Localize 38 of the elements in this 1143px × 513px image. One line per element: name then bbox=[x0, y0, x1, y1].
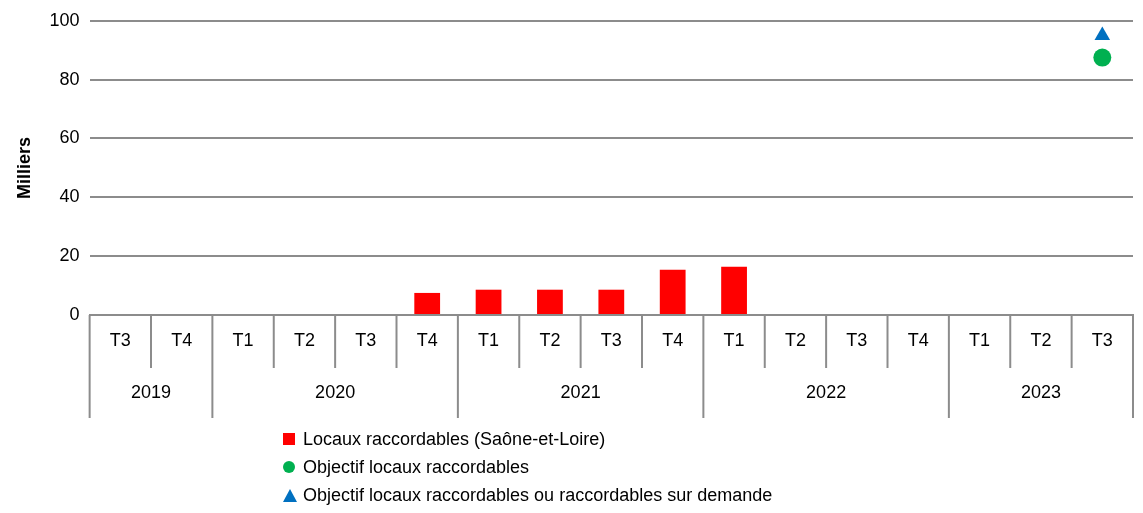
y-tick-label: 20 bbox=[59, 245, 80, 266]
legend-label: Locaux raccordables (Saône-et-Loire) bbox=[303, 428, 606, 450]
x-tick-label: T2 bbox=[293, 330, 315, 351]
x-tick-label: T3 bbox=[355, 330, 377, 351]
x-tick-label: T3 bbox=[109, 330, 131, 351]
bar bbox=[475, 289, 502, 314]
x-tick-label: T2 bbox=[784, 330, 806, 351]
legend-label: Objectif locaux raccordables bbox=[303, 456, 530, 478]
y-tick-label: 0 bbox=[69, 303, 80, 324]
legend-label: Objectif locaux raccordables ou raccordables sur demande bbox=[303, 484, 773, 506]
text: 2019 bbox=[130, 381, 172, 402]
x-tick-label: T3 bbox=[1091, 330, 1113, 351]
x-tick-label: T1 bbox=[969, 330, 991, 351]
bar bbox=[537, 289, 563, 314]
y-tick-label: 60 bbox=[59, 127, 80, 148]
x-tick-label: T3 bbox=[600, 330, 622, 351]
bar bbox=[414, 292, 441, 314]
text: 2023 bbox=[1020, 381, 1061, 402]
x-tick-label: T4 bbox=[662, 330, 684, 351]
y-tick-label: 80 bbox=[59, 68, 80, 89]
x-tick-label: T4 bbox=[907, 330, 929, 351]
text: 2020 bbox=[315, 381, 356, 402]
y-tick-label: 100 bbox=[49, 9, 80, 30]
x-tick-label: T1 bbox=[723, 330, 745, 351]
x-tick-label: T2 bbox=[1030, 330, 1052, 351]
bar bbox=[659, 269, 686, 314]
y-axis-title: Milliers bbox=[13, 136, 34, 199]
y-tick-label: 40 bbox=[59, 186, 80, 207]
x-tick-label: T1 bbox=[232, 330, 254, 351]
text: 2021 bbox=[560, 381, 601, 402]
x-tick-label: T2 bbox=[539, 330, 561, 351]
x-tick-label: T4 bbox=[416, 330, 438, 351]
bar bbox=[721, 266, 747, 314]
bar bbox=[598, 289, 625, 314]
text: 2022 bbox=[806, 381, 847, 402]
x-tick-label: T3 bbox=[846, 330, 868, 351]
x-tick-label: T1 bbox=[478, 330, 500, 351]
x-tick-label: T4 bbox=[171, 330, 193, 351]
